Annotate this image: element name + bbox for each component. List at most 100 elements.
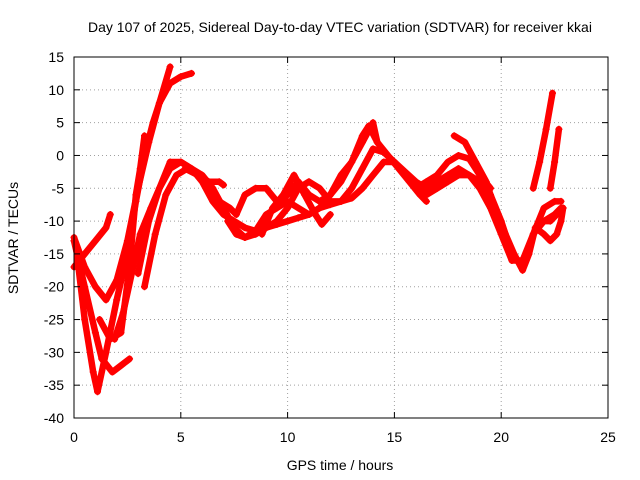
- data-point: [232, 211, 240, 219]
- data-point: [91, 237, 99, 245]
- y-tick-label: -15: [44, 246, 64, 262]
- data-point: [226, 204, 234, 212]
- data-point: [326, 211, 334, 219]
- data-point: [369, 145, 377, 153]
- data-point: [536, 158, 544, 166]
- data-point: [155, 184, 163, 192]
- data-point: [551, 158, 559, 166]
- x-tick-label: 0: [70, 429, 78, 445]
- data-point: [284, 204, 292, 212]
- series-16: [546, 125, 563, 192]
- data-point: [91, 283, 99, 291]
- data-point: [559, 204, 567, 212]
- data-point: [546, 237, 554, 245]
- data-point: [81, 316, 89, 324]
- data-point: [465, 171, 473, 179]
- data-point: [96, 316, 104, 324]
- data-point: [540, 230, 548, 238]
- data-point: [540, 204, 548, 212]
- data-point: [91, 329, 99, 337]
- data-point: [337, 197, 345, 205]
- data-point: [177, 73, 185, 81]
- data-point: [433, 178, 441, 186]
- data-point: [395, 165, 403, 173]
- data-point: [113, 296, 121, 304]
- data-point: [155, 99, 163, 107]
- data-point: [126, 355, 134, 363]
- data-point: [461, 138, 469, 146]
- grid-lines: [74, 57, 608, 418]
- data-point: [454, 165, 462, 173]
- x-tick-label: 25: [600, 429, 616, 445]
- data-point: [444, 178, 452, 186]
- data-point: [557, 197, 565, 205]
- data-point: [348, 194, 356, 202]
- data-point: [162, 191, 170, 199]
- data-point: [555, 125, 563, 133]
- data-point: [134, 270, 142, 278]
- data-point: [81, 250, 89, 258]
- series-14: [529, 89, 556, 192]
- series-11: [258, 171, 334, 238]
- data-point: [215, 197, 223, 205]
- data-point: [279, 191, 287, 199]
- data-point: [326, 191, 334, 199]
- data-point: [194, 171, 202, 179]
- data-point: [358, 138, 366, 146]
- series-line: [258, 171, 334, 238]
- data-point: [89, 368, 97, 376]
- data-point: [472, 158, 480, 166]
- data-point: [358, 165, 366, 173]
- data-point: [252, 184, 260, 192]
- data-point: [284, 217, 292, 225]
- y-tick-label: -25: [44, 312, 64, 328]
- data-point: [290, 171, 298, 179]
- data-point: [540, 217, 548, 225]
- data-point: [348, 158, 356, 166]
- data-point: [149, 119, 157, 127]
- data-point: [301, 191, 309, 199]
- data-point: [422, 184, 430, 192]
- series-4: [70, 211, 114, 271]
- data-point: [305, 211, 313, 219]
- data-point: [444, 171, 452, 179]
- series-line: [529, 89, 556, 192]
- x-tick-label: 5: [177, 429, 185, 445]
- y-tick-label: -10: [44, 213, 64, 229]
- data-point: [140, 132, 148, 140]
- data-point: [551, 197, 559, 205]
- data-point: [491, 204, 499, 212]
- data-point: [224, 217, 232, 225]
- data-point: [384, 151, 392, 159]
- data-point: [241, 224, 249, 232]
- data-point: [166, 158, 174, 166]
- data-point: [369, 119, 377, 127]
- data-point: [369, 171, 377, 179]
- data-point: [519, 266, 527, 274]
- data-point: [311, 211, 319, 219]
- data-point: [416, 191, 424, 199]
- data-point: [316, 204, 324, 212]
- data-point: [501, 230, 509, 238]
- data-point: [337, 171, 345, 179]
- data-point: [241, 191, 249, 199]
- data-point: [422, 197, 430, 205]
- data-point: [102, 296, 110, 304]
- data-point: [173, 171, 181, 179]
- x-axis-title: GPS time / hours: [287, 457, 394, 473]
- plot-frame: [73, 56, 609, 419]
- chart-title: Day 107 of 2025, Sidereal Day-to-day VTE…: [88, 19, 592, 35]
- y-tick-label: 0: [56, 147, 64, 163]
- data-point: [232, 230, 240, 238]
- y-tick-label: -30: [44, 344, 64, 360]
- series-10: [224, 119, 381, 241]
- y-tick-label: -40: [44, 410, 64, 426]
- data-point: [145, 217, 153, 225]
- data-point: [187, 69, 195, 77]
- data-point: [132, 191, 140, 199]
- data-point: [102, 224, 110, 232]
- data-point: [215, 178, 223, 186]
- data-point: [151, 230, 159, 238]
- series-9: [181, 165, 228, 189]
